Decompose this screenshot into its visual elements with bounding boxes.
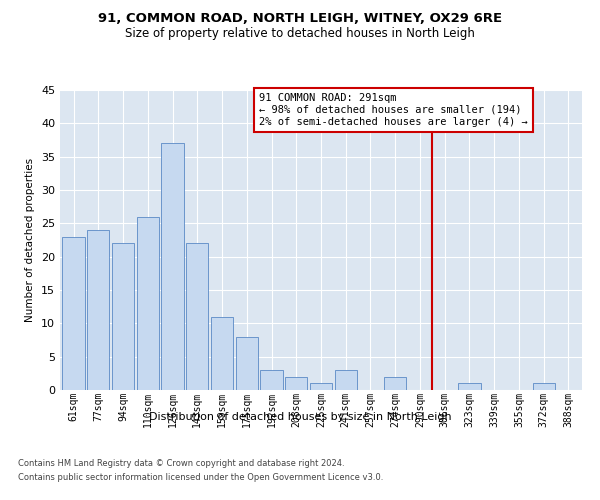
Bar	[260, 370, 283, 390]
Bar	[285, 376, 307, 390]
Text: Contains public sector information licensed under the Open Government Licence v3: Contains public sector information licen…	[18, 474, 383, 482]
Text: Distribution of detached houses by size in North Leigh: Distribution of detached houses by size …	[149, 412, 451, 422]
Bar	[211, 316, 233, 390]
Bar	[533, 384, 555, 390]
Bar	[62, 236, 85, 390]
Text: Contains HM Land Registry data © Crown copyright and database right 2024.: Contains HM Land Registry data © Crown c…	[18, 458, 344, 468]
Bar	[384, 376, 406, 390]
Text: 91, COMMON ROAD, NORTH LEIGH, WITNEY, OX29 6RE: 91, COMMON ROAD, NORTH LEIGH, WITNEY, OX…	[98, 12, 502, 26]
Text: Size of property relative to detached houses in North Leigh: Size of property relative to detached ho…	[125, 28, 475, 40]
Bar	[236, 336, 258, 390]
Bar	[137, 216, 159, 390]
Y-axis label: Number of detached properties: Number of detached properties	[25, 158, 35, 322]
Bar	[87, 230, 109, 390]
Bar	[335, 370, 357, 390]
Bar	[186, 244, 208, 390]
Bar	[112, 244, 134, 390]
Text: 91 COMMON ROAD: 291sqm
← 98% of detached houses are smaller (194)
2% of semi-det: 91 COMMON ROAD: 291sqm ← 98% of detached…	[259, 94, 528, 126]
Bar	[310, 384, 332, 390]
Bar	[161, 144, 184, 390]
Bar	[458, 384, 481, 390]
